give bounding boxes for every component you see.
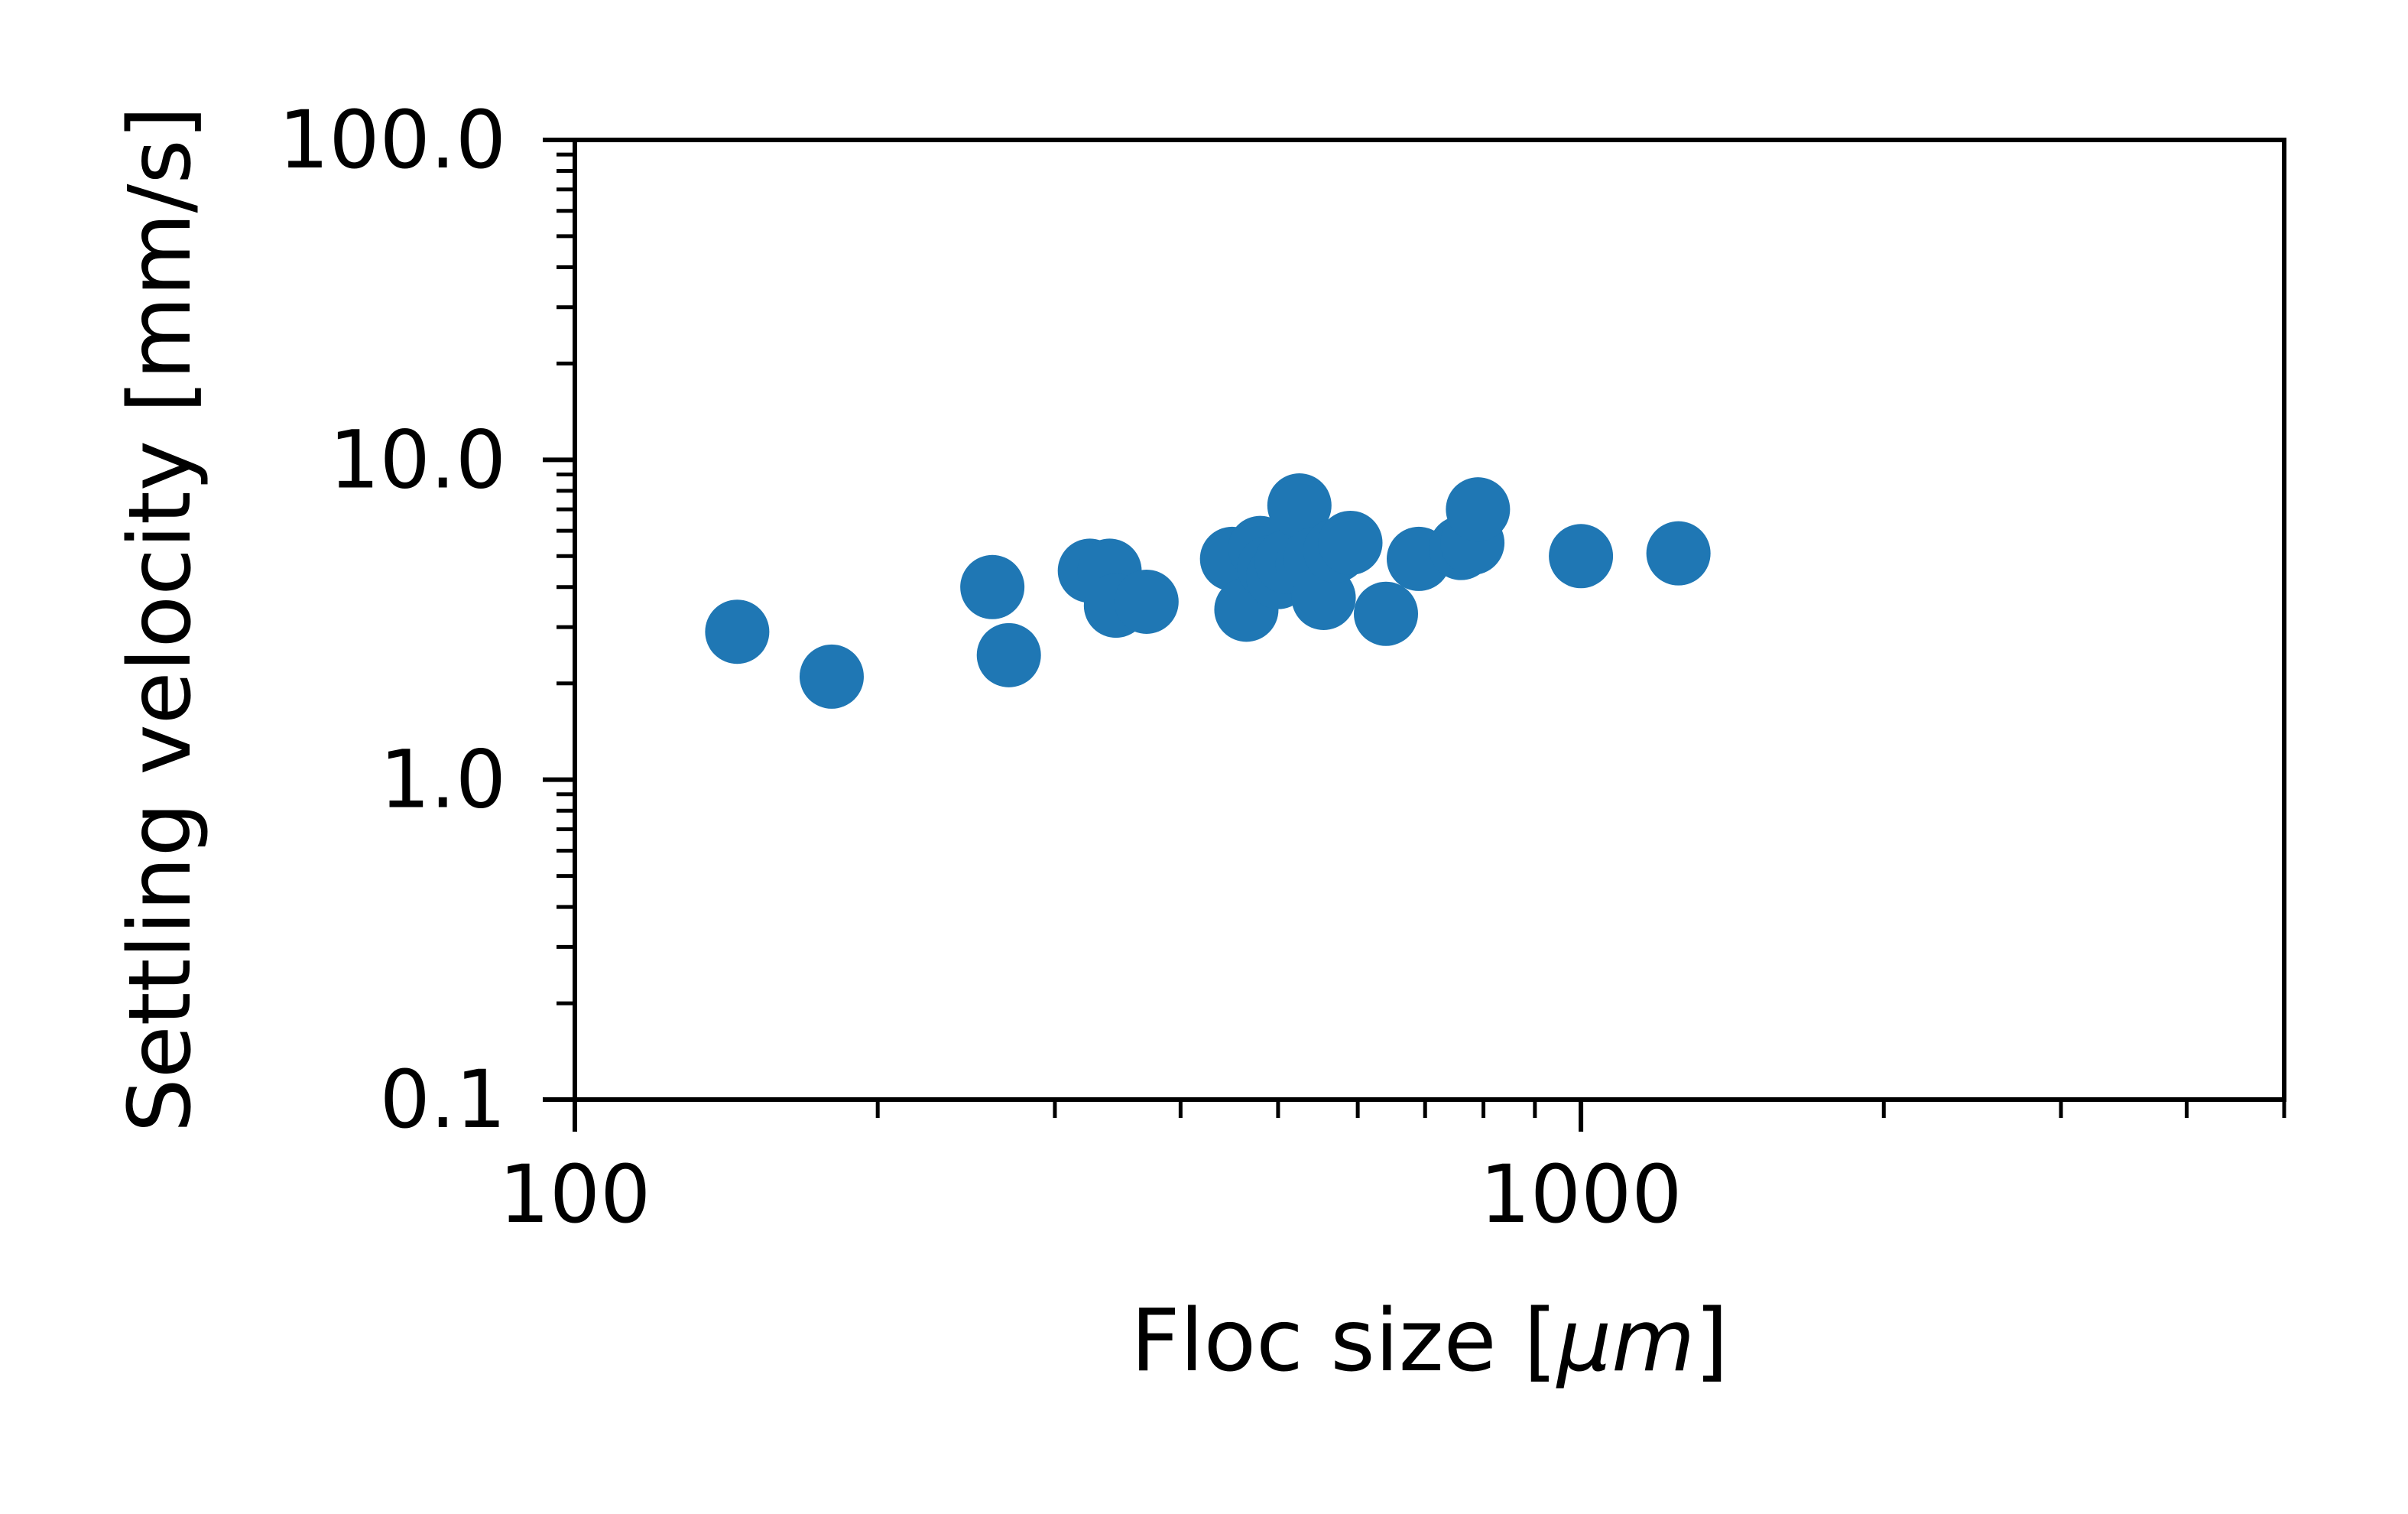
data-point bbox=[960, 554, 1025, 619]
data-point bbox=[1354, 581, 1419, 646]
data-point bbox=[1267, 473, 1332, 538]
y-tick-label: 10.0 bbox=[329, 413, 506, 506]
plot-area-frame bbox=[573, 138, 2286, 1102]
x-axis-label-unit: μm bbox=[1556, 1291, 1695, 1391]
y-tick-label: 100.0 bbox=[278, 93, 506, 187]
data-points bbox=[705, 473, 1711, 709]
data-point bbox=[1318, 510, 1383, 575]
data-point bbox=[1549, 524, 1614, 589]
y-tick-label: 0.1 bbox=[380, 1053, 506, 1146]
data-point bbox=[799, 644, 864, 709]
y-axis-label: Settling velocity [mm/s] bbox=[111, 106, 210, 1133]
x-tick-label: 100 bbox=[499, 1148, 651, 1241]
data-point bbox=[705, 599, 770, 664]
data-point bbox=[976, 622, 1041, 687]
x-axis-label-close: ] bbox=[1695, 1291, 1728, 1391]
y-tick-label: 1.0 bbox=[380, 733, 506, 827]
data-point bbox=[1646, 521, 1711, 586]
axis-tick-labels: 100 1000 0.1 1.0 10.0 100.0 bbox=[278, 93, 1682, 1241]
x-tick-label: 1000 bbox=[1480, 1148, 1683, 1241]
x-axis-label-text: Floc size [ bbox=[1131, 1291, 1557, 1391]
x-axis-label: Floc size [μm] bbox=[1131, 1291, 1728, 1391]
data-point bbox=[1114, 569, 1179, 634]
data-point bbox=[1446, 477, 1511, 542]
axis-ticks bbox=[543, 138, 2286, 1132]
